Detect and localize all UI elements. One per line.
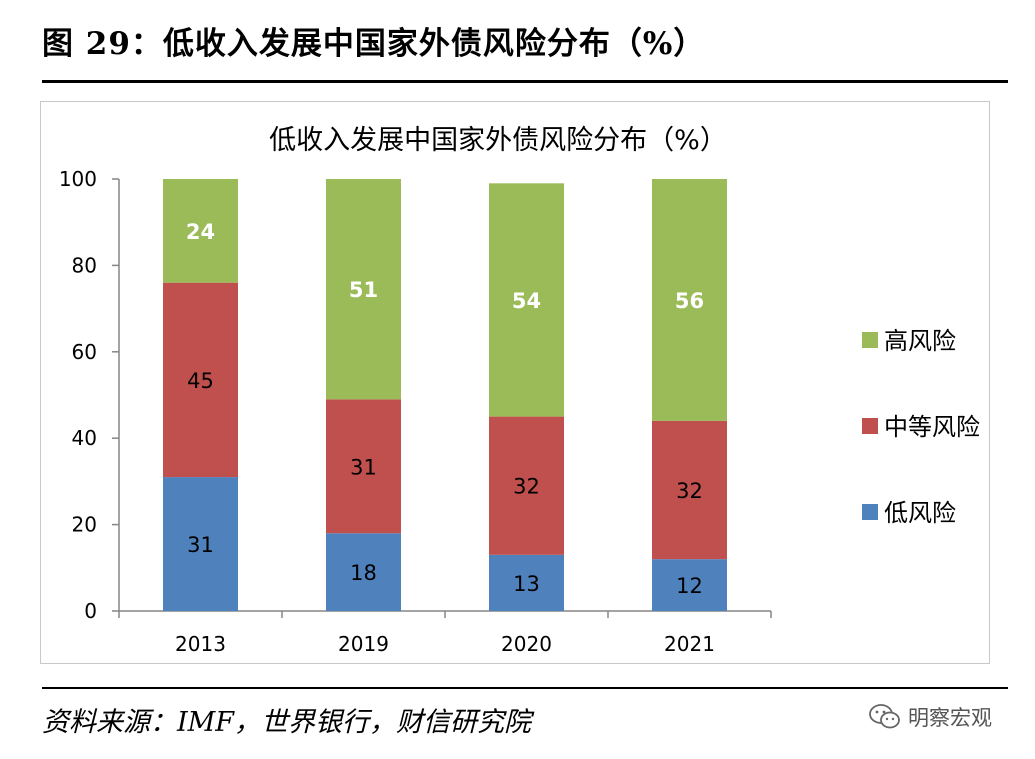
legend-swatch <box>862 418 878 434</box>
data-label: 13 <box>513 572 540 596</box>
legend-label: 中等风险 <box>884 413 980 441</box>
legend-label: 低风险 <box>884 499 956 527</box>
data-label: 54 <box>512 289 541 313</box>
figure-title: 图 29：低收入发展中国家外债风险分布（%） <box>42 26 706 62</box>
bar-segment <box>163 477 238 611</box>
brand-name: 明察宏观 <box>908 706 992 730</box>
chart-area: 低收入发展中国家外债风险分布（%） 0 20 40 60 80 100 31 45 24 2013… <box>40 101 990 664</box>
wechat-icon <box>869 704 900 729</box>
bar-segment <box>489 183 564 417</box>
bar-segment <box>326 179 401 400</box>
x-tick-label: 2020 <box>501 632 552 656</box>
data-label: 32 <box>513 475 540 499</box>
chart-title: 低收入发展中国家外债风险分布（%） <box>269 125 727 156</box>
y-tick-label: 0 <box>84 599 97 623</box>
data-label: 56 <box>675 289 704 313</box>
bar-segment <box>489 554 564 611</box>
data-label: 51 <box>349 278 378 302</box>
data-label: 45 <box>187 369 214 393</box>
bar-segment <box>652 179 727 421</box>
data-label: 32 <box>676 479 703 503</box>
title-divider <box>42 80 1008 83</box>
x-tick-label: 2019 <box>338 632 389 656</box>
data-label: 18 <box>350 561 377 585</box>
legend-label: 高风险 <box>884 327 956 355</box>
bar-segment <box>326 533 401 611</box>
bar-segment <box>652 420 727 560</box>
data-label: 31 <box>187 533 214 557</box>
data-label: 24 <box>186 220 215 244</box>
bar-segment <box>652 559 727 611</box>
bar-segment <box>163 179 238 283</box>
legend-swatch <box>862 504 878 520</box>
bar-segment <box>326 399 401 534</box>
data-label: 12 <box>676 574 703 598</box>
bar-segment <box>489 416 564 555</box>
y-tick-label: 40 <box>72 426 97 450</box>
source-note: 资料来源：IMF，世界银行，财信研究院 <box>42 707 532 738</box>
brand-watermark: 明察宏观 <box>868 702 992 732</box>
x-tick-label: 2021 <box>664 632 715 656</box>
y-tick-label: 80 <box>72 253 97 277</box>
bar-segment <box>163 282 238 478</box>
stacked-bar-chart: 低收入发展中国家外债风险分布（%） 0 20 40 60 80 100 31 45 24 2013… <box>59 125 980 656</box>
y-tick-label: 60 <box>72 340 97 364</box>
y-tick-label: 20 <box>72 513 97 537</box>
footer-divider <box>42 687 1008 689</box>
x-tick-label: 2013 <box>175 632 226 656</box>
legend-swatch <box>862 332 878 348</box>
y-tick-label: 100 <box>59 167 97 191</box>
data-label: 31 <box>350 455 377 479</box>
